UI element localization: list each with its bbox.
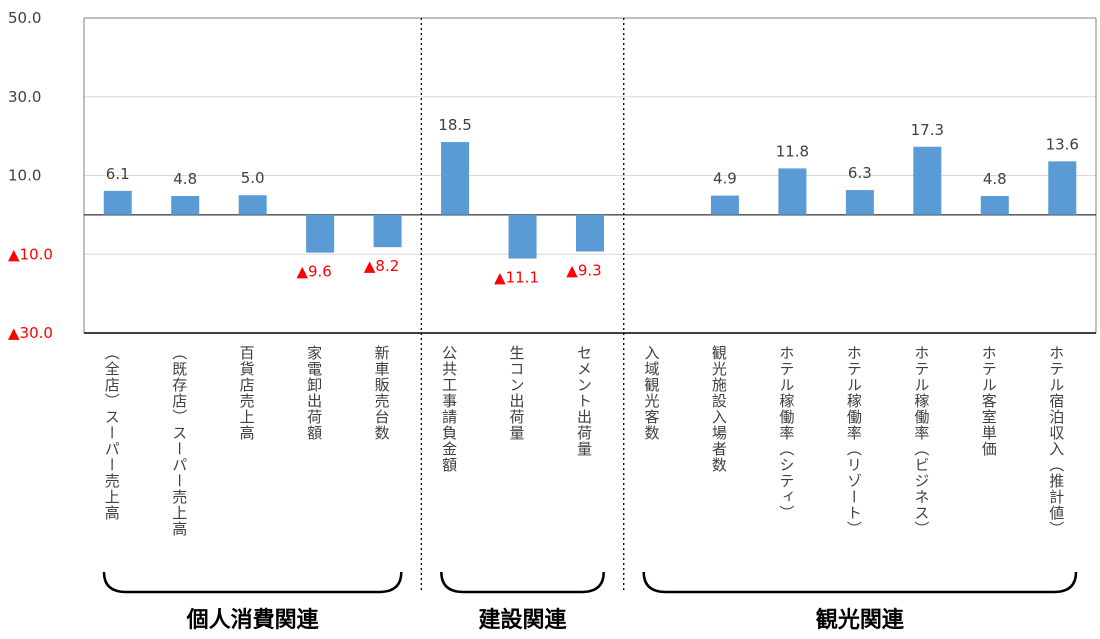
group-brace	[642, 571, 1078, 594]
bar	[103, 190, 132, 215]
bar	[1048, 161, 1077, 215]
x-tick-label: （既存店）スーパー売上高	[170, 345, 188, 537]
x-tick-label: 家電卸出荷額	[305, 345, 323, 441]
bar	[913, 146, 942, 215]
x-tick-label: 入域観光客数	[642, 345, 660, 441]
x-tick-label: （全店）スーパー売上高	[103, 345, 121, 521]
x-tick-label: 公共工事請負金額	[440, 345, 458, 473]
data-label: 6.1	[106, 165, 130, 183]
group-brace	[440, 571, 605, 594]
data-label: ▲9.6	[296, 263, 331, 281]
bar	[373, 214, 402, 248]
y-tick-label: 50.0	[8, 9, 41, 27]
y-tick-label: 10.0	[8, 167, 41, 185]
bar	[238, 195, 267, 215]
x-tick-label: セメント出荷量	[575, 345, 593, 457]
x-tick-label: 新車販売台数	[373, 345, 391, 441]
x-tick-label: ホテル稼働率（リゾート）	[845, 345, 863, 537]
x-tick-label: 百貨店売上高	[238, 345, 256, 441]
data-label: 13.6	[1046, 135, 1079, 153]
data-label: 6.3	[848, 164, 872, 182]
bar	[710, 195, 739, 215]
bar	[845, 190, 874, 215]
x-tick-label: 観光施設入場者数	[710, 345, 728, 473]
bar	[576, 214, 604, 252]
bar	[980, 195, 1009, 215]
data-label: 5.0	[241, 169, 265, 187]
data-label: 4.9	[713, 170, 737, 188]
data-label: 4.8	[173, 170, 197, 188]
group-label: 個人消費関連	[186, 608, 320, 633]
y-tick-label: ▲10.0	[8, 245, 53, 263]
bar	[508, 214, 537, 259]
y-tick-label: 30.0	[8, 88, 41, 106]
data-label: ▲11.1	[494, 269, 539, 287]
data-label: ▲8.2	[364, 257, 399, 275]
x-tick-label: ホテル宿泊収入（推計値）	[1047, 345, 1065, 537]
data-label: 11.8	[776, 142, 809, 160]
x-tick-label: ホテル稼働率（ビジネス）	[912, 345, 930, 537]
data-label: 18.5	[438, 116, 471, 134]
group-brace	[102, 571, 403, 594]
bar	[306, 214, 335, 253]
x-tick-label: 生コン出荷量	[508, 345, 526, 441]
bar	[171, 195, 200, 215]
x-tick-label: ホテル客室単価	[980, 345, 998, 457]
group-label: 観光関連	[816, 607, 905, 633]
data-label: 17.3	[911, 121, 944, 139]
y-tick-label: ▲30.0	[8, 324, 53, 342]
group-label: 建設関連	[479, 607, 568, 633]
data-label: ▲9.3	[566, 261, 601, 279]
x-tick-label: ホテル稼働率（シティ）	[777, 345, 795, 521]
bar	[441, 142, 470, 215]
data-label: 4.8	[983, 170, 1007, 188]
bar	[778, 168, 807, 215]
